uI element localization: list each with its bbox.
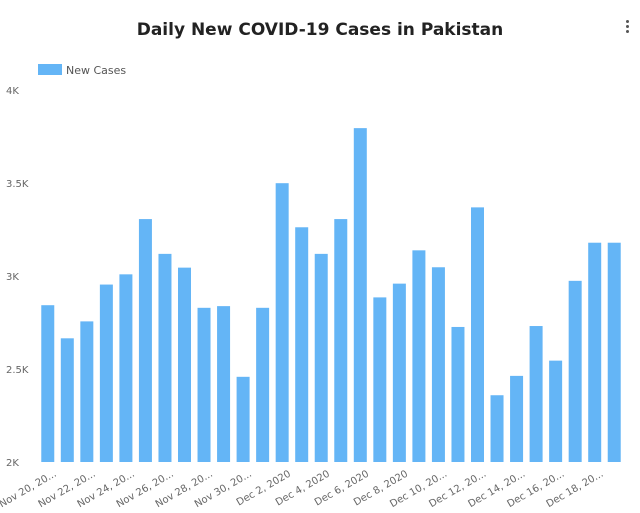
bar[interactable]: Dec 13, 2020: 2359 (490, 395, 504, 462)
bar[interactable]: Dec 14, 2020: 2463 (510, 375, 524, 462)
bar[interactable]: Dec 12, 2020: 3369 (471, 207, 484, 462)
bar[interactable]: Dec 8, 2020: 2959 (392, 283, 406, 462)
chart-title: Daily New COVID-19 Cases in Pakistan (136, 20, 504, 40)
legend[interactable]: New Cases (38, 64, 126, 77)
bar[interactable]: Dec 3, 2020: 3262 (295, 227, 309, 462)
legend-swatch (38, 64, 62, 75)
bar[interactable]: Dec 11, 2020: 2726 (451, 326, 465, 462)
bar[interactable]: Dec 16, 2020: 2545 (549, 360, 563, 462)
bar[interactable]: Dec 18, 2020: 3179 (588, 242, 602, 462)
bar[interactable]: Nov 28, 2020: 2829 (197, 307, 211, 462)
bar[interactable]: Dec 4, 2020: 3119 (314, 253, 328, 462)
bar[interactable]: Dec 10, 2020: 3047 (431, 267, 445, 462)
bar[interactable]: Dec 9, 2020: 3138 (412, 250, 426, 462)
legend-label: New Cases (66, 64, 126, 77)
more-options-icon[interactable] (624, 20, 630, 40)
y-tick-label: 3.5K (6, 179, 29, 190)
bar[interactable]: Dec 19, 2020: 3179 (607, 242, 621, 462)
menu-dot (625, 25, 629, 28)
bar[interactable]: Dec 5, 2020: 3306 (334, 219, 348, 462)
x-axis: Nov 20, 20...Nov 22, 20...Nov 24, 20...N… (0, 469, 605, 511)
y-tick-label: 2K (6, 458, 19, 469)
bar[interactable]: Nov 27, 2020: 3045 (178, 267, 191, 462)
bar[interactable]: Nov 20, 2020: 2843 (41, 305, 55, 462)
menu-dot (625, 30, 629, 33)
bar[interactable]: Dec 6, 2020: 3795 (353, 128, 367, 462)
bar[interactable]: Dec 1, 2020: 2829 (256, 307, 270, 462)
bar[interactable]: Nov 29, 2020: 2838 (217, 306, 231, 462)
bar[interactable]: Nov 22, 2020: 2756 (80, 321, 94, 462)
bar[interactable]: Dec 2, 2020: 3499 (275, 183, 289, 462)
y-axis: 2K 2.5K 3K 3.5K 4K (6, 86, 29, 469)
y-tick-label: 4K (6, 86, 19, 97)
bar[interactable]: Dec 17, 2020: 2974 (568, 280, 582, 462)
bar[interactable]: Nov 21, 2020: 2665 (60, 338, 74, 462)
bars: Nov 20, 2020: 2843 Nov 21, 2020: 2665 Nov … (41, 128, 621, 462)
y-tick-label: 2.5K (6, 365, 29, 376)
bar[interactable]: Nov 26, 2020: 3119 (158, 253, 172, 462)
y-tick-label: 3K (6, 272, 19, 283)
bar[interactable]: Dec 15, 2020: 2731 (529, 326, 543, 462)
bar[interactable]: Nov 23, 2020: 2954 (99, 284, 113, 462)
menu-dot (625, 20, 629, 23)
bar[interactable]: Nov 24, 2020: 3009 (119, 274, 133, 462)
bar[interactable]: Dec 7, 2020: 2885 (373, 297, 387, 462)
bar[interactable]: Nov 30, 2020: 2458 (236, 376, 250, 462)
bar[interactable]: Nov 25, 2020: 3306 (138, 219, 152, 462)
